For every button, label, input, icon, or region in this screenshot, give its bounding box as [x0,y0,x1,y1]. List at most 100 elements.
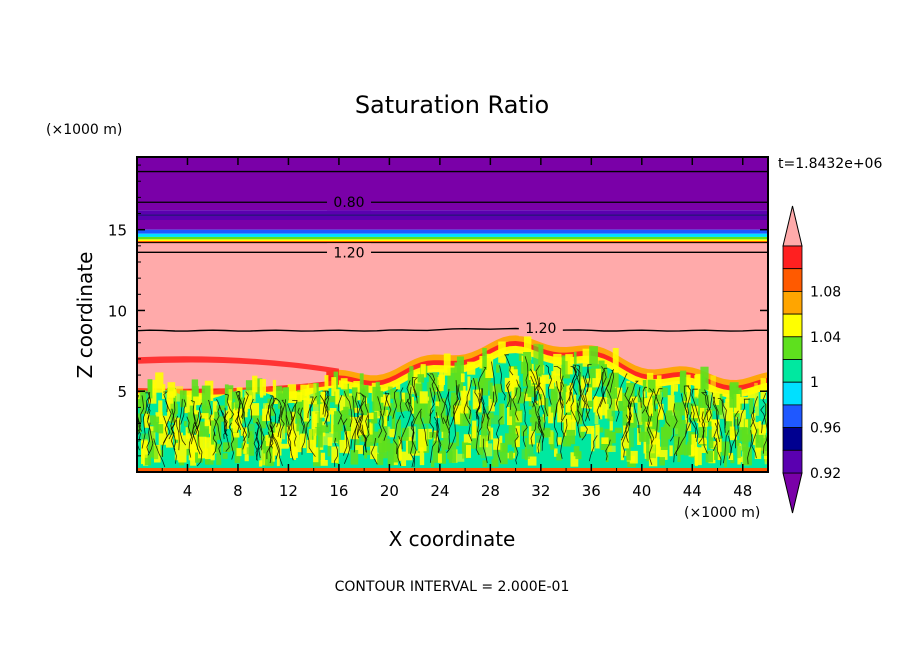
turbulence-contour [712,422,718,452]
turbulence-cell [216,405,225,411]
contour-label: 1.20 [525,321,556,337]
turbulence-cell [474,402,481,409]
turbulence-cell [252,375,258,393]
turbulence-cell [439,398,446,418]
layer-yellow-thin [137,239,768,241]
turbulence-cell [440,440,444,446]
contour-label: 1.20 [333,245,364,261]
turbulence-contour [269,418,283,467]
turbulence-contour [287,415,295,461]
turbulence-contour [377,396,383,438]
turbulence-cell [479,380,488,396]
turbulence-cell [396,419,401,439]
turbulence-cell [378,407,387,417]
turbulence-contour [675,418,691,457]
turbulence-cell [528,371,537,380]
turbulence-contour [180,399,187,425]
turbulence-cell [548,430,554,445]
turbulence-cell [324,375,329,392]
turbulence-contour [440,391,450,424]
turbulence-cell [175,386,184,402]
turbulence-cell [715,433,719,442]
turbulence-cell [516,389,521,401]
turbulence-cell [162,384,166,399]
turbulence-cell [729,426,735,438]
turbulence-cell [327,445,331,457]
turbulence-contour [357,392,365,422]
x-tick-label: 48 [733,482,752,500]
turbulence-contour [717,398,726,429]
turbulence-cell [214,411,220,427]
turbulence-cell [498,442,508,453]
turbulence-cell [498,341,506,363]
turbulence-cell [272,379,277,398]
turbulence-cell [167,382,176,398]
turbulence-cell [272,432,282,456]
turbulence-cell [719,400,723,412]
turbulence-cell [595,424,600,449]
turbulence-contour [429,412,438,463]
contour-label-bg [327,243,372,261]
turbulence-cell [594,413,599,424]
y-axis: 5 10 15 [108,164,768,457]
turbulence-cell [513,369,518,388]
turbulence-contour [207,399,213,426]
contour-label: 0.80 [333,195,364,211]
turbulence-cell [669,445,673,457]
turbulence-cell [401,427,409,441]
contour-label-bg [518,319,563,337]
turbulence-cell [370,445,378,460]
turbulence-cell [224,410,230,429]
turbulence-cell [755,392,759,416]
turbulence-cell [293,441,297,460]
turbulence-cell [308,398,317,405]
turbulence-cell [505,433,513,445]
turbulence-cell [725,399,733,422]
turbulence-cell [259,379,266,396]
turbulence-cell [329,396,337,403]
turbulence-cell [443,353,451,376]
turbulence-cell [527,456,537,466]
turbulence-contour [299,407,305,434]
turbulence-cell [392,439,399,463]
turbulence-contour [538,377,548,417]
turbulence-cell [364,452,368,459]
turbulence-cell [646,451,651,462]
turbulence-contour [565,366,577,404]
y-tick-label: 15 [108,222,127,240]
turbulence-cell [642,388,646,402]
turbulence-contour [491,361,498,407]
turbulence-cell [438,453,442,463]
turbulence-cell [557,400,564,423]
turbulence-contour [297,407,306,455]
x-tick-label: 8 [233,482,243,500]
turbulence-cell [614,427,623,434]
turbulence-cell [189,414,199,429]
turbulence-cell [621,450,629,456]
turbulence-cell [452,393,455,402]
turbulence-contour [605,380,612,409]
turbulence-contour [429,409,434,438]
turbulence-cell [339,395,349,414]
turbulence-cell [141,439,148,458]
turbulence-contour [473,377,481,420]
turbulence-cell [585,378,591,384]
turbulence-cell [308,428,313,444]
turbulence-contour [340,416,348,456]
turbulence-contour [429,387,435,417]
turbulence-cell [448,442,457,463]
turbulence-cell [562,361,568,378]
turbulence-contour [365,414,370,439]
turbulence-cell [407,426,416,443]
turbulence-contour [516,379,522,404]
turbulence-cell [258,460,263,467]
turbulence-contour [361,394,370,428]
turbulence-cell [651,409,660,428]
turbulence-contour [706,392,714,421]
turbulence-cell [361,407,365,415]
turbulence-cell [287,425,294,448]
turbulence-cell [187,412,192,434]
turbulence-cell [481,363,486,385]
turbulence-cell [160,449,164,457]
